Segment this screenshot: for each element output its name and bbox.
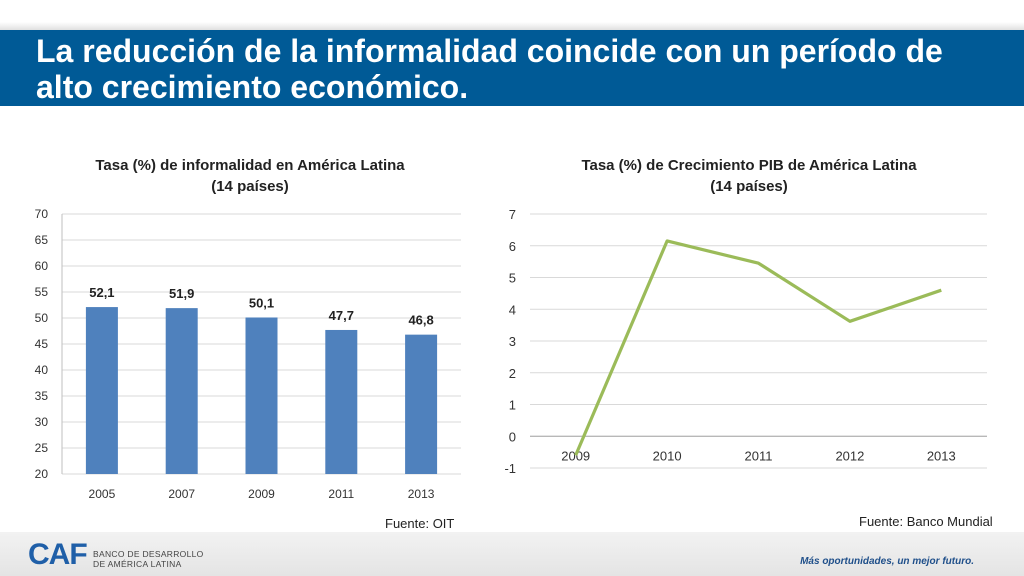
y-tick-label: 3 (509, 334, 516, 349)
bar-value-label: 46,8 (408, 313, 433, 328)
bar (165, 308, 198, 474)
x-tick-label: 2005 (89, 487, 116, 501)
line-chart-title-line2: (14 países) (710, 178, 788, 195)
y-tick-label: 4 (509, 302, 516, 317)
title-banner (0, 30, 1024, 106)
bar-value-label: 52,1 (89, 285, 114, 300)
bar-chart-title-line1: Tasa (%) de informalidad en América Lati… (95, 157, 405, 174)
slide-title: La reducción de la informalidad coincide… (36, 33, 943, 105)
bar (245, 317, 278, 474)
x-tick-label: 2009 (561, 448, 590, 463)
x-tick-label: 2007 (168, 487, 195, 501)
y-tick-label: 30 (35, 415, 49, 429)
y-tick-label: 70 (35, 207, 49, 221)
y-tick-label: 45 (35, 337, 49, 351)
y-tick-label: 20 (35, 467, 49, 481)
x-tick-label: 2011 (328, 487, 354, 501)
x-tick-label: 2013 (408, 487, 435, 501)
y-tick-label: 55 (35, 285, 49, 299)
y-tick-label: 7 (509, 207, 516, 222)
y-tick-label: 1 (509, 398, 516, 413)
x-tick-label: 2009 (248, 487, 275, 501)
y-tick-label: 60 (35, 259, 49, 273)
logo-line1: BANCO DE DESARROLLO (93, 549, 204, 559)
gdp-growth-series-line (574, 239, 942, 456)
bar-chart-source: Fuente: OIT (385, 516, 455, 531)
y-tick-label: 6 (509, 239, 516, 254)
y-tick-label: 35 (35, 389, 49, 403)
caf-logo: CAF (28, 538, 88, 571)
bar-value-label: 51,9 (169, 286, 194, 301)
line-chart-title-line1: Tasa (%) de Crecimiento PIB de América L… (581, 157, 917, 174)
y-tick-label: 5 (509, 271, 516, 286)
bar-value-label: 50,1 (249, 295, 274, 310)
bar (405, 334, 438, 474)
slogan: Más oportunidades, un mejor futuro. (800, 556, 974, 567)
informality-bar-chart: 20 25 30 35 40 45 50 55 60 65 70 52,1 2005 51,9 2007 50… (35, 207, 461, 501)
y-tick-label: 40 (35, 363, 49, 377)
y-tick-label: 25 (35, 441, 49, 455)
bar-value-label: 47,7 (329, 308, 354, 323)
x-tick-label: 2013 (927, 448, 956, 463)
x-tick-label: 2011 (745, 448, 773, 463)
line-chart-source: Fuente: Banco Mundial (859, 514, 993, 529)
x-tick-label: 2012 (835, 448, 864, 463)
bar-chart-title: Tasa (%) de informalidad en América Lati… (60, 155, 440, 197)
x-tick-label: 2010 (653, 448, 682, 463)
y-tick-label: 50 (35, 311, 49, 325)
gdp-growth-line-chart: -1 0 1 2 3 4 5 6 7 2009 2010 2011 2012 2013 (504, 207, 987, 476)
bar (325, 329, 358, 474)
y-tick-label: 2 (509, 366, 516, 381)
y-tick-label: -1 (504, 461, 516, 476)
y-tick-label: 0 (509, 429, 516, 444)
header-shadow (0, 22, 1024, 30)
footer-bar (0, 532, 1024, 576)
bar (85, 307, 118, 474)
logo-line2: DE AMÉRICA LATINA (93, 559, 182, 569)
line-chart-title: Tasa (%) de Crecimiento PIB de América L… (549, 155, 949, 197)
y-tick-label: 65 (35, 233, 49, 247)
bar-chart-title-line2: (14 países) (211, 178, 289, 195)
